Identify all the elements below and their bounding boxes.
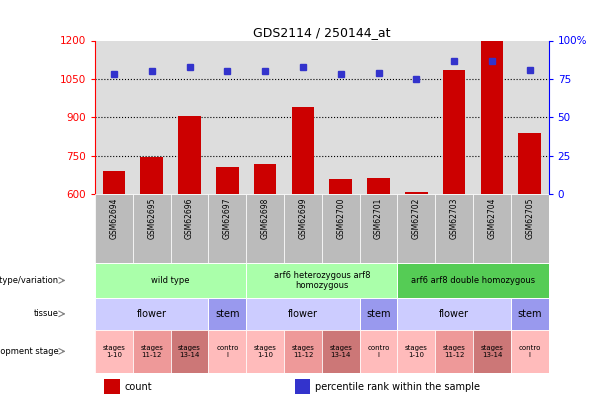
Text: arf6 heterozygous arf8
homozygous: arf6 heterozygous arf8 homozygous [273, 271, 370, 290]
Text: count: count [124, 382, 152, 392]
Bar [246, 298, 360, 330]
Text: stages
13-14: stages 13-14 [481, 345, 503, 358]
Bar [254, 164, 276, 194]
Bar [140, 157, 163, 194]
Bar [481, 40, 503, 194]
Bar [284, 330, 322, 373]
Text: flower: flower [288, 309, 318, 319]
Text: GSM62701: GSM62701 [374, 198, 383, 239]
Bar [95, 298, 208, 330]
Bar [435, 330, 473, 373]
Bar [511, 298, 549, 330]
Bar [104, 379, 120, 394]
Bar [511, 194, 549, 263]
Text: GSM62696: GSM62696 [185, 198, 194, 239]
Bar [170, 194, 208, 263]
Bar [246, 263, 397, 298]
Bar [473, 330, 511, 373]
Bar [360, 298, 397, 330]
Text: stem: stem [215, 309, 240, 319]
Text: flower: flower [137, 309, 167, 319]
Text: stages
11-12: stages 11-12 [443, 345, 465, 358]
Bar [397, 330, 435, 373]
Text: percentile rank within the sample: percentile rank within the sample [315, 382, 480, 392]
Bar [95, 194, 133, 263]
Bar [246, 330, 284, 373]
Text: stages
11-12: stages 11-12 [292, 345, 314, 358]
Bar [284, 194, 322, 263]
Text: stages
13-14: stages 13-14 [329, 345, 352, 358]
Text: GSM62702: GSM62702 [412, 198, 421, 239]
Bar [397, 263, 549, 298]
Bar [435, 194, 473, 263]
Bar [208, 194, 246, 263]
Text: stem: stem [517, 309, 542, 319]
Bar [367, 178, 390, 194]
Text: GSM62695: GSM62695 [147, 198, 156, 239]
Bar [360, 194, 397, 263]
Bar [95, 330, 133, 373]
Bar [208, 330, 246, 373]
Text: GSM62698: GSM62698 [261, 198, 270, 239]
Bar [519, 133, 541, 194]
Bar [322, 194, 360, 263]
Bar [295, 379, 310, 394]
Bar [216, 168, 238, 194]
Bar [208, 298, 246, 330]
Bar [397, 194, 435, 263]
Text: GSM62703: GSM62703 [449, 198, 459, 239]
Text: stages
1-10: stages 1-10 [102, 345, 125, 358]
Text: GSM62699: GSM62699 [299, 198, 308, 239]
Text: contro
l: contro l [519, 345, 541, 358]
Text: GSM62705: GSM62705 [525, 198, 535, 239]
Text: tissue: tissue [34, 309, 59, 318]
Bar [329, 179, 352, 194]
Bar [178, 116, 201, 194]
Text: stages
1-10: stages 1-10 [405, 345, 428, 358]
Bar [95, 263, 246, 298]
Bar [292, 107, 314, 194]
Text: GSM62700: GSM62700 [336, 198, 345, 239]
Text: GSM62694: GSM62694 [109, 198, 118, 239]
Bar [102, 171, 125, 194]
Bar [246, 194, 284, 263]
Text: stages
1-10: stages 1-10 [254, 345, 276, 358]
Bar [133, 194, 170, 263]
Text: genotype/variation: genotype/variation [0, 276, 59, 285]
Text: flower: flower [439, 309, 469, 319]
Text: GSM62704: GSM62704 [487, 198, 497, 239]
Text: development stage: development stage [0, 347, 59, 356]
Bar [443, 70, 465, 194]
Bar [170, 330, 208, 373]
Text: stages
11-12: stages 11-12 [140, 345, 163, 358]
Text: GSM62697: GSM62697 [223, 198, 232, 239]
Bar [360, 330, 397, 373]
Text: arf6 arf8 double homozygous: arf6 arf8 double homozygous [411, 276, 535, 285]
Text: stem: stem [367, 309, 390, 319]
Bar [133, 330, 170, 373]
Text: stages
13-14: stages 13-14 [178, 345, 201, 358]
Bar [511, 330, 549, 373]
Bar [405, 192, 428, 194]
Bar [322, 330, 360, 373]
Text: wild type: wild type [151, 276, 190, 285]
Text: contro
l: contro l [216, 345, 238, 358]
Title: GDS2114 / 250144_at: GDS2114 / 250144_at [253, 26, 390, 39]
Bar [397, 298, 511, 330]
Bar [473, 194, 511, 263]
Text: contro
l: contro l [367, 345, 390, 358]
